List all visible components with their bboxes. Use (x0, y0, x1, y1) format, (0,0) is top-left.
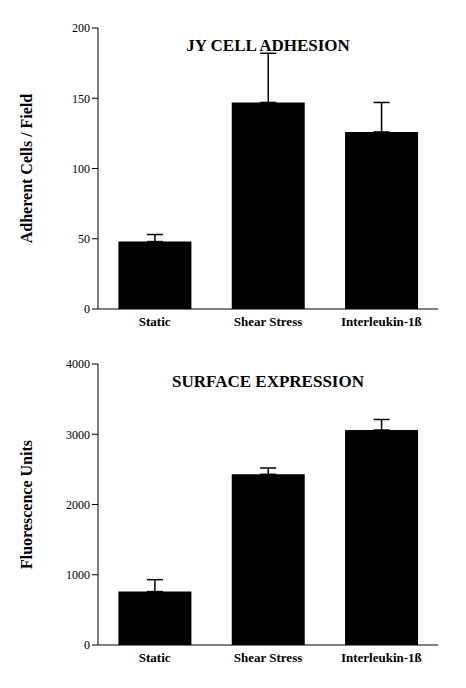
svg-text:1000: 1000 (66, 568, 90, 582)
svg-text:Shear Stress: Shear Stress (234, 314, 303, 329)
svg-text:Adherent Cells / Field: Adherent Cells / Field (18, 94, 35, 244)
svg-text:Static: Static (139, 314, 171, 329)
svg-text:Fluorescence Units: Fluorescence Units (18, 440, 35, 569)
svg-text:Interleukin-1ß: Interleukin-1ß (341, 314, 422, 329)
svg-text:Shear Stress: Shear Stress (234, 650, 303, 665)
svg-text:3000: 3000 (66, 428, 90, 442)
svg-text:2000: 2000 (66, 498, 90, 512)
svg-text:100: 100 (72, 162, 90, 176)
svg-text:200: 200 (72, 21, 90, 35)
svg-text:0: 0 (84, 302, 90, 316)
svg-text:Interleukin-1ß: Interleukin-1ß (341, 650, 422, 665)
svg-text:Static: Static (139, 650, 171, 665)
svg-text:4000: 4000 (66, 357, 90, 371)
html-text:JY CELL ADHESION: JY CELL ADHESION (186, 36, 350, 55)
svg-text:150: 150 (72, 92, 90, 106)
svg-text:50: 50 (78, 232, 90, 246)
svg-text:0: 0 (84, 638, 90, 652)
html-text:SURFACE EXPRESSION: SURFACE EXPRESSION (172, 372, 364, 391)
